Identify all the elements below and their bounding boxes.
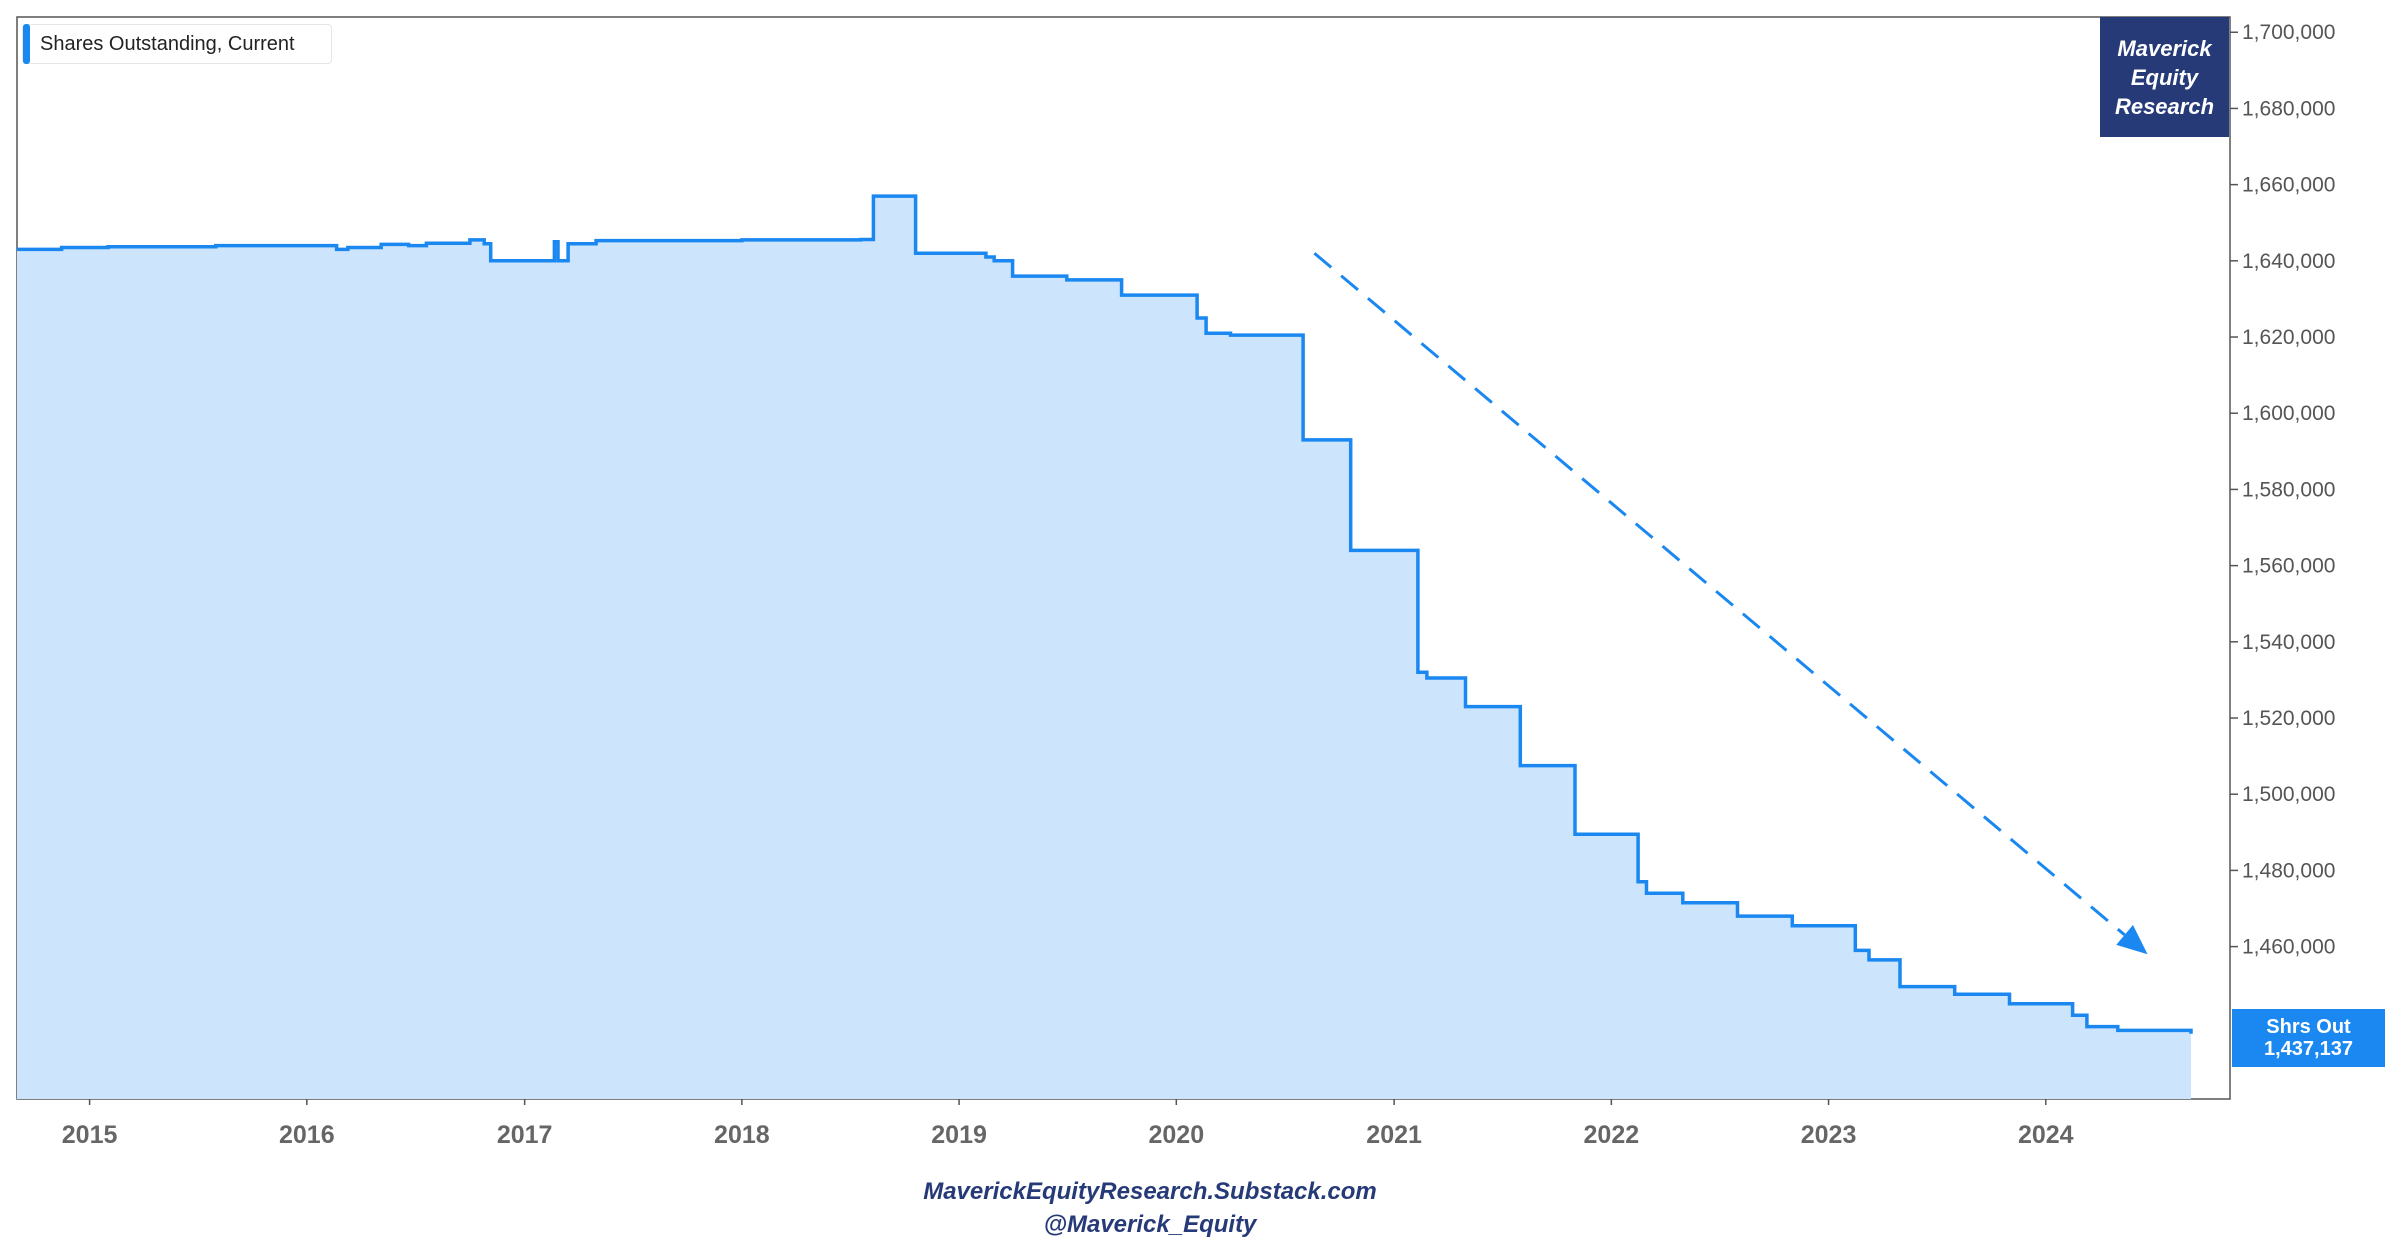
y-tick-label: 1,600,000 — [2242, 402, 2335, 425]
y-tick-label: 1,680,000 — [2242, 97, 2335, 120]
last-value-number: 1,437,137 — [2264, 1038, 2353, 1060]
y-tick-label: 1,660,000 — [2242, 174, 2335, 197]
x-tick-label: 2016 — [279, 1121, 335, 1149]
y-axis: 1,460,000 1,480,000 1,500,000 1,520,000 1,54… — [2230, 21, 2335, 959]
brand-line-2: Equity — [2130, 64, 2199, 90]
x-tick-label: 2024 — [2018, 1121, 2074, 1149]
x-tick-label: 2020 — [1148, 1121, 1204, 1149]
x-tick-label: 2023 — [1801, 1121, 1857, 1149]
brand-logo: Maverick Equity Research — [2100, 17, 2229, 137]
x-tick-label: 2015 — [62, 1121, 118, 1149]
area-fill — [17, 196, 2191, 1100]
x-tick-label: 2019 — [931, 1121, 987, 1149]
x-tick-label: 2017 — [497, 1121, 553, 1149]
last-value-title: Shrs Out — [2266, 1016, 2351, 1038]
brand-line-3: Research — [2114, 93, 2215, 119]
legend-label: Shares Outstanding, Current — [40, 32, 295, 55]
y-tick-label: 1,520,000 — [2242, 707, 2335, 730]
trend-arrow-line — [1313, 252, 2126, 937]
x-tick-label: 2021 — [1366, 1121, 1422, 1149]
x-axis: 2015 2016 2017 2018 2019 2020 2021 2022 2023 2024 — [62, 1099, 2074, 1149]
series-line — [17, 194, 2193, 1034]
y-tick-label: 1,620,000 — [2242, 326, 2335, 349]
footer-website: MaverickEquityResearch.Substack.com — [923, 1178, 1377, 1205]
footer-handle: @Maverick_Equity — [1043, 1211, 1257, 1238]
x-tick-label: 2022 — [1584, 1121, 1640, 1149]
x-tick-label: 2018 — [714, 1121, 770, 1149]
y-tick-label: 1,560,000 — [2242, 555, 2335, 578]
trend-arrow — [1313, 252, 2148, 955]
y-tick-label: 1,580,000 — [2242, 478, 2335, 501]
legend[interactable]: Shares Outstanding, Current — [22, 24, 332, 64]
y-tick-label: 1,500,000 — [2242, 783, 2335, 806]
y-tick-label: 1,640,000 — [2242, 250, 2335, 273]
y-tick-label: 1,540,000 — [2242, 631, 2335, 654]
y-tick-label: 1,460,000 — [2242, 936, 2335, 959]
last-value-badge: Shrs Out 1,437,137 — [2232, 1009, 2385, 1067]
y-tick-label: 1,480,000 — [2242, 859, 2335, 882]
legend-swatch — [23, 24, 30, 64]
trend-arrow-head — [2116, 924, 2148, 955]
y-tick-label: 1,700,000 — [2242, 21, 2335, 44]
brand-line-1: Maverick — [2117, 35, 2212, 61]
